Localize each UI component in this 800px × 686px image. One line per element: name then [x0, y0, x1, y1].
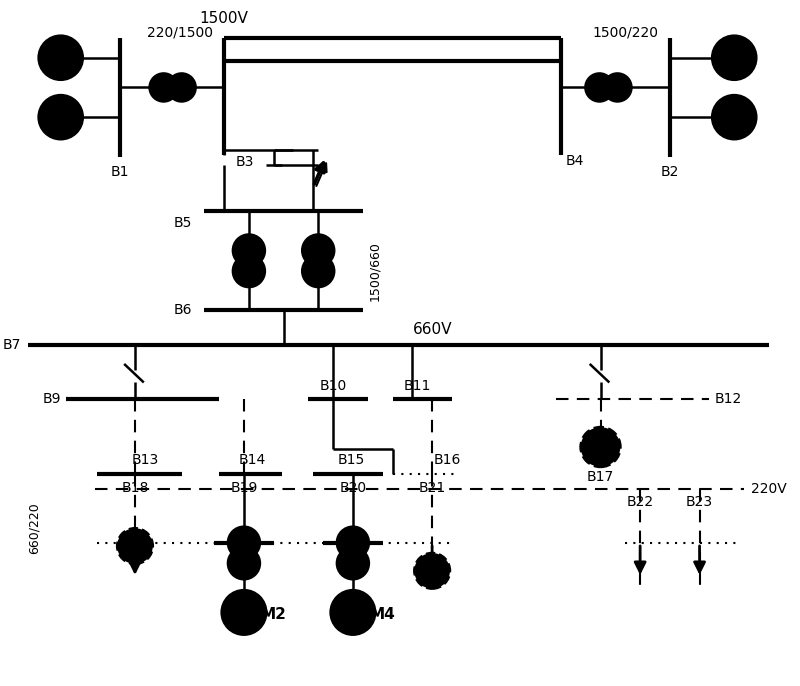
- Text: B9: B9: [42, 392, 61, 407]
- Text: B16: B16: [434, 453, 461, 467]
- Text: B23: B23: [686, 495, 713, 510]
- Text: ~: ~: [235, 602, 253, 622]
- Text: B2: B2: [661, 165, 679, 178]
- Text: B4: B4: [566, 154, 584, 168]
- Text: M2: M2: [261, 607, 286, 622]
- Circle shape: [414, 553, 450, 589]
- Text: B17: B17: [587, 470, 614, 484]
- Circle shape: [302, 255, 334, 287]
- Circle shape: [713, 95, 756, 139]
- Circle shape: [581, 427, 620, 466]
- Text: B12: B12: [714, 392, 742, 407]
- Text: B22: B22: [626, 495, 654, 510]
- Text: B6: B6: [174, 303, 193, 318]
- Text: B5: B5: [174, 216, 193, 230]
- Circle shape: [233, 255, 265, 287]
- Text: B10: B10: [319, 379, 346, 392]
- Text: B21: B21: [418, 481, 446, 495]
- Circle shape: [228, 527, 260, 558]
- Text: B18: B18: [122, 481, 149, 495]
- Text: B11: B11: [403, 379, 431, 392]
- Text: 1500/660: 1500/660: [368, 241, 381, 300]
- Text: B13: B13: [131, 453, 158, 467]
- Circle shape: [302, 235, 334, 266]
- Text: G1: G1: [50, 51, 71, 64]
- Circle shape: [117, 528, 153, 564]
- Text: G2: G2: [50, 110, 71, 124]
- Text: B7: B7: [2, 338, 21, 352]
- Circle shape: [39, 95, 82, 139]
- Circle shape: [168, 73, 195, 102]
- Circle shape: [222, 591, 266, 634]
- Text: B19: B19: [230, 481, 258, 495]
- Circle shape: [713, 36, 756, 80]
- Text: M4: M4: [370, 607, 395, 622]
- Text: B15: B15: [338, 453, 365, 467]
- Text: B3: B3: [236, 155, 254, 169]
- Circle shape: [150, 73, 178, 102]
- Text: B20: B20: [339, 481, 366, 495]
- Text: 1500V: 1500V: [200, 10, 249, 25]
- Text: B1: B1: [111, 165, 130, 178]
- Text: 220V: 220V: [751, 482, 787, 495]
- Circle shape: [39, 36, 82, 80]
- Text: G3: G3: [724, 51, 745, 64]
- Circle shape: [228, 547, 260, 579]
- Circle shape: [331, 591, 374, 634]
- Text: 660V: 660V: [412, 322, 452, 337]
- Text: 660/220: 660/220: [27, 502, 41, 554]
- Circle shape: [586, 73, 614, 102]
- Text: B14: B14: [238, 453, 266, 467]
- Text: ~: ~: [344, 602, 362, 622]
- Circle shape: [337, 547, 369, 579]
- Circle shape: [337, 527, 369, 558]
- Circle shape: [603, 73, 631, 102]
- Circle shape: [233, 235, 265, 266]
- Text: 1500/220: 1500/220: [592, 26, 658, 40]
- Text: 220/1500: 220/1500: [146, 26, 213, 40]
- Text: G4: G4: [724, 110, 745, 124]
